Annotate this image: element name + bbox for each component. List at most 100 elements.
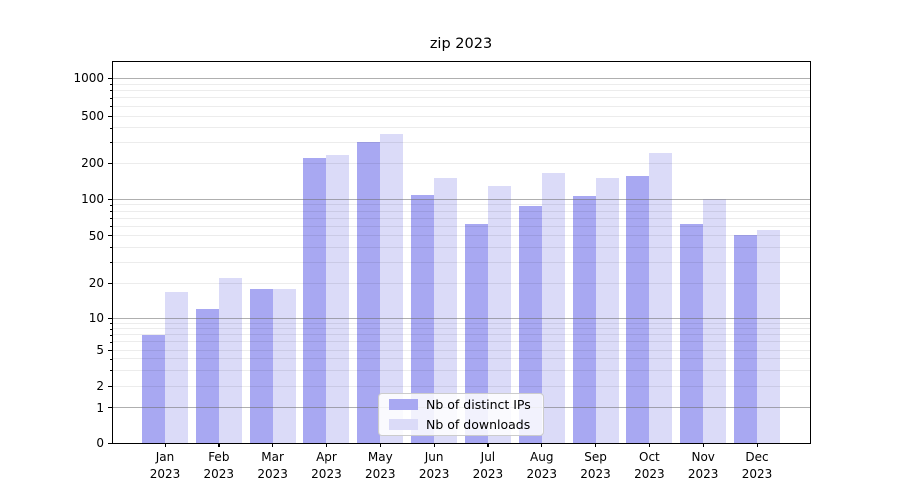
- gridline-minor: [112, 127, 810, 129]
- bar-ips-nov: [680, 224, 704, 443]
- bar-downloads-jun: [434, 177, 458, 443]
- y-tick-label: 5: [96, 343, 104, 357]
- y-tick-label: 200: [81, 156, 104, 171]
- y-minor-tick-mark: [109, 90, 112, 92]
- y-tick-label: 1: [96, 400, 104, 415]
- x-tick-year: 2023: [418, 466, 450, 481]
- x-tick-mark: [379, 443, 381, 447]
- x-tick-label-nov: Nov 2023: [671, 449, 735, 482]
- bar-ips-may: [357, 141, 381, 443]
- x-tick-year: 2023: [257, 466, 288, 481]
- bar-downloads-apr: [326, 154, 350, 443]
- legend-swatch-downloads: [389, 419, 418, 430]
- y-minor-tick-mark: [109, 226, 112, 228]
- bar-ips-dec: [734, 234, 758, 443]
- y-tick-label: 0: [96, 436, 104, 450]
- y-tick-label: 50: [88, 228, 104, 243]
- y-tick-label: 500: [81, 109, 104, 123]
- y-minor-tick-mark: [109, 358, 112, 360]
- y-minor-tick-mark: [109, 218, 112, 220]
- x-tick-label-mar: Mar 2023: [241, 449, 305, 482]
- chart-title: zip 2023: [429, 36, 493, 52]
- x-tick-label-dec: Dec 2023: [725, 449, 789, 482]
- y-minor-tick-mark: [109, 142, 112, 144]
- bar-downloads-nov: [703, 198, 727, 443]
- legend-label-downloads: Nb of downloads: [426, 417, 531, 432]
- x-tick-mark: [648, 443, 651, 447]
- y-minor-tick-mark: [109, 341, 112, 343]
- bar-ips-mar: [249, 288, 273, 443]
- bar-downloads-mar: [272, 288, 296, 443]
- x-tick-mark: [541, 443, 543, 447]
- x-tick-year: 2023: [526, 466, 557, 481]
- y-minor-tick-mark: [109, 262, 112, 264]
- y-tick-mark: [108, 442, 112, 444]
- y-tick-mark: [108, 162, 112, 164]
- x-tick-label-feb: Feb 2023: [187, 449, 251, 482]
- x-tick-mark: [325, 443, 328, 447]
- x-tick-label-jan: Jan 2023: [133, 449, 197, 482]
- x-tick-mark: [756, 443, 758, 447]
- y-minor-tick-mark: [109, 370, 112, 372]
- gridline-minor: [112, 162, 810, 164]
- x-tick-year: 2023: [634, 466, 665, 481]
- y-minor-tick-mark: [109, 106, 112, 108]
- gridline-minor: [112, 89, 810, 91]
- bar-downloads-jan: [165, 291, 188, 443]
- bar-ips-oct: [626, 175, 650, 443]
- y-minor-tick-mark: [109, 97, 112, 99]
- x-tick-label-may: May 2023: [348, 449, 412, 482]
- y-tick-mark: [108, 77, 112, 79]
- gridline-minor: [112, 141, 810, 143]
- bar-ips-apr: [303, 158, 327, 443]
- y-minor-tick-mark: [109, 127, 112, 129]
- x-tick-year: 2023: [203, 466, 235, 481]
- y-minor-tick-mark: [109, 211, 112, 213]
- x-tick-mark: [272, 443, 274, 447]
- legend-label-distinct-ips: Nb of distinct IPs: [426, 397, 531, 412]
- x-tick-label-jul: Jul 2023: [456, 449, 520, 482]
- y-tick-label: 20: [88, 276, 104, 291]
- x-tick-mark: [487, 443, 489, 447]
- y-minor-tick-mark: [109, 84, 112, 86]
- legend: Nb of distinct IPs Nb of downloads: [378, 393, 544, 436]
- legend-row-distinct-ips: Nb of distinct IPs: [379, 397, 543, 412]
- gridline-major: [112, 77, 810, 79]
- bar-ips-aug: [518, 206, 542, 443]
- gridline-minor: [112, 105, 810, 107]
- gridline-minor: [112, 97, 810, 99]
- y-tick-mark: [108, 317, 112, 319]
- x-tick-year: 2023: [741, 466, 773, 481]
- y-tick-mark: [108, 385, 112, 387]
- y-tick-label: 100: [81, 192, 104, 207]
- x-tick-label-apr: Apr 2023: [294, 449, 358, 482]
- y-tick-mark: [108, 282, 112, 284]
- y-minor-tick-mark: [109, 323, 112, 325]
- y-tick-mark: [108, 198, 112, 200]
- y-tick-mark: [108, 115, 112, 117]
- x-tick-year: 2023: [364, 466, 396, 481]
- x-tick-mark: [595, 443, 597, 447]
- x-tick-mark: [433, 443, 435, 447]
- y-minor-tick-mark: [109, 334, 112, 336]
- x-tick-year: 2023: [149, 466, 181, 481]
- bar-ips-jun: [411, 194, 435, 443]
- bar-downloads-feb: [218, 278, 242, 443]
- bar-downloads-dec: [757, 229, 781, 443]
- x-tick-label-aug: Aug 2023: [510, 449, 574, 482]
- bar-downloads-jul: [487, 185, 511, 443]
- bar-ips-jan: [142, 334, 165, 443]
- x-tick-mark: [702, 443, 704, 447]
- x-tick-year: 2023: [311, 466, 342, 481]
- bar-ips-jul: [464, 224, 488, 443]
- x-tick-label-oct: Oct 2023: [617, 449, 681, 482]
- y-tick-label: 1000: [73, 71, 104, 86]
- bar-downloads-may: [380, 133, 404, 443]
- bar-downloads-sep: [595, 177, 619, 443]
- x-tick-year: 2023: [472, 466, 504, 481]
- y-tick-mark: [108, 407, 112, 409]
- gridline-minor: [112, 115, 810, 117]
- legend-swatch-distinct-ips: [389, 399, 418, 410]
- bar-ips-sep: [572, 195, 596, 443]
